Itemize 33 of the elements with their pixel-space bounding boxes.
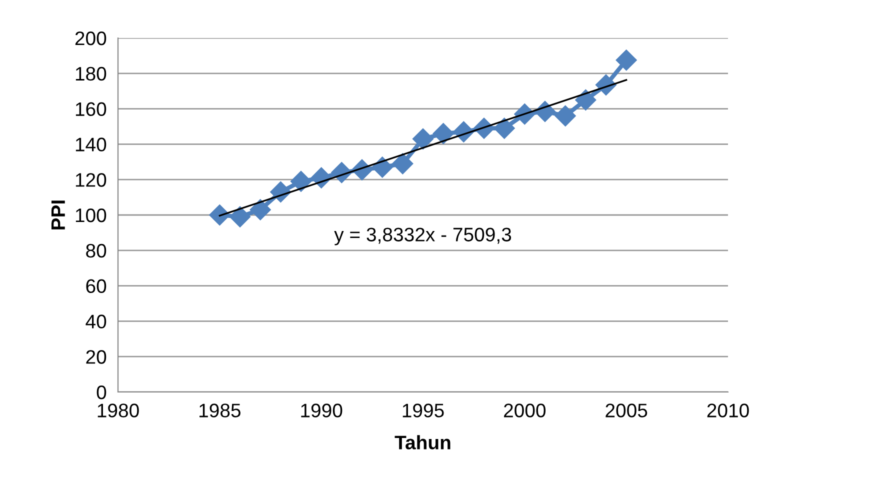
- point: [392, 153, 414, 174]
- y-tick-label: 80: [86, 244, 106, 258]
- x-tick-label: 2010: [707, 404, 749, 418]
- y-tick-label: 180: [76, 66, 106, 81]
- point: [494, 118, 515, 139]
- point: [616, 50, 637, 71]
- y-tick-label: 40: [86, 314, 106, 328]
- x-tick-label: 1990: [301, 404, 342, 418]
- point: [432, 123, 454, 144]
- y-tick-label: 140: [76, 138, 106, 152]
- point: [229, 206, 251, 228]
- point: [372, 156, 393, 178]
- y-tick-label: 60: [86, 279, 106, 294]
- point: [554, 105, 576, 126]
- x-tick-label: 1995: [402, 404, 444, 418]
- x-tick-label: 2005: [606, 404, 648, 418]
- x-tick-label: 1980: [98, 404, 139, 418]
- point: [575, 89, 596, 110]
- y-tick-label: 100: [76, 208, 106, 222]
- y-tick-label: 160: [76, 102, 106, 116]
- x-tick-label: 2000: [504, 404, 546, 418]
- y-tick-label: 200: [75, 31, 106, 46]
- annotation: y = 3,8332x - 7509,3: [334, 228, 512, 246]
- y-tick-label: 0: [96, 385, 106, 400]
- x-tick-label: 1985: [200, 404, 240, 418]
- x-axis-title: Tahun: [394, 435, 450, 450]
- point: [250, 199, 271, 220]
- y-tick-label: 120: [76, 173, 106, 187]
- point: [209, 204, 230, 226]
- y-tick-label: 20: [86, 350, 106, 364]
- point: [290, 170, 312, 192]
- y-axis-title: PPI: [51, 200, 65, 230]
- point: [412, 128, 434, 150]
